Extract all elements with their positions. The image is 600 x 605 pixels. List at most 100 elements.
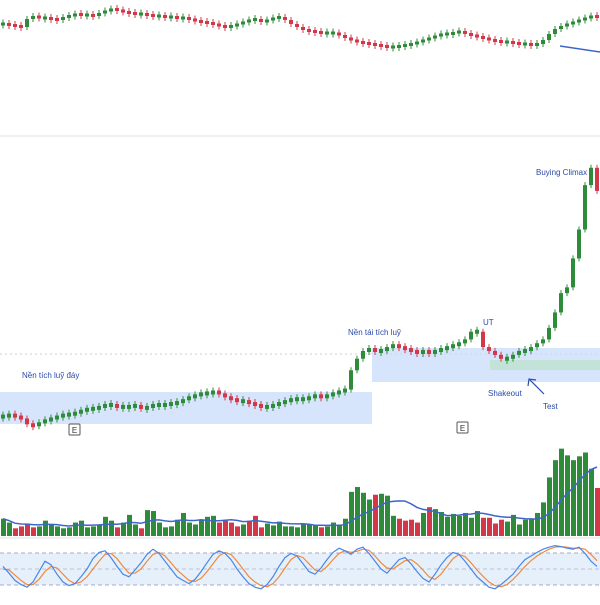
price-candle-body [223,393,227,398]
volume-bar [379,493,384,536]
top-candle-body [355,39,359,43]
price-candle-body [67,412,71,417]
price-candle-body [505,356,509,361]
volume-bar [589,468,594,536]
price-candle-body [157,403,161,407]
price-candle-body [373,348,377,353]
top-candle-body [523,42,527,46]
volume-bar [367,499,372,536]
volume-bar [25,524,30,536]
top-candle-body [457,30,461,34]
price-candle-body [91,406,95,411]
volume-bar [355,487,360,536]
volume-bar [349,491,354,536]
price-candle-body [547,327,551,340]
volume-bar [127,514,132,536]
top-candle-body [295,24,299,27]
price-candle-body [55,415,59,420]
top-candle-body [139,12,143,16]
top-candle-body [463,31,467,34]
volume-bar [169,526,174,536]
volume-bar [301,523,306,536]
price-candle-body [355,358,359,371]
price-candle-body [307,396,311,401]
top-candle-body [493,39,497,42]
volume-bar [241,524,246,536]
top-candle-body [199,20,203,23]
price-candle-body [325,394,329,399]
price-candle-body [589,167,593,186]
volume-bar [253,515,258,536]
top-candle-body [349,37,353,41]
price-candle-body [565,287,569,294]
top-candle-body [61,17,65,20]
top-candle-body [193,18,197,22]
top-candle-body [7,23,11,26]
price-candle-body [229,396,233,401]
volume-bar [31,527,36,536]
volume-bar [427,507,432,536]
top-candle-body [361,41,365,44]
price-candle-body [403,346,407,351]
earnings-marker-2[interactable]: E [456,421,469,434]
volume-bar [61,528,66,536]
earnings-marker-2-label: E [460,424,465,433]
top-candle-body [127,11,131,14]
price-candle-body [457,342,461,347]
volume-bar [217,522,222,536]
volume-bar [259,527,264,536]
price-candle-body [205,391,209,396]
volume-moving-average-line [2,466,598,527]
volume-bar [493,523,498,536]
stochastic-band [0,553,600,585]
top-candle-body [97,13,101,16]
top-candle-body [25,19,29,27]
volume-bar [235,526,240,536]
top-candle-body [571,21,575,25]
price-candle-body [217,390,221,395]
earnings-marker-1[interactable]: E [68,423,81,436]
top-candle-body [85,13,89,17]
volume-bar [115,527,120,536]
top-candle-body [277,16,281,19]
price-candle-body [385,347,389,352]
top-candle-body [559,26,563,29]
price-candle-body [265,404,269,409]
volume-bar [103,516,108,536]
volume-bar [157,522,162,536]
top-candle-body [31,16,35,19]
top-candle-body [517,42,521,45]
price-candle-body [571,258,575,288]
volume-bar [391,515,396,536]
price-candle-body [499,354,503,359]
top-candle-body [541,40,545,44]
price-candle-body [427,349,431,354]
volume-bar [187,522,192,536]
top-candle-body [343,35,347,38]
top-candle-body [133,12,137,15]
top-candle-body [487,37,491,41]
price-candle-body [295,397,299,402]
volume-bar [433,509,438,536]
price-candle-body [121,404,125,409]
price-candle-body [421,349,425,354]
top-candle-body [217,23,221,27]
volume-bar [463,512,468,536]
top-candle-body [499,40,503,43]
price-candle-body [271,403,275,408]
annotation-test: Test [543,402,558,411]
annotation-ut: UT [483,318,494,327]
price-candle-body [109,403,113,407]
price-candle-body [481,331,485,348]
price-candle-body [49,417,53,422]
volume-bar [475,511,480,536]
top-candle-body [115,8,119,11]
volume-bar [79,520,84,536]
top-candle-body [331,31,335,35]
top-candle-body [103,10,107,14]
top-candle-body [211,22,215,25]
volume-bar [373,494,378,536]
price-candle-body [25,418,29,425]
top-candle-body [49,17,53,20]
top-candle-body [43,16,47,20]
